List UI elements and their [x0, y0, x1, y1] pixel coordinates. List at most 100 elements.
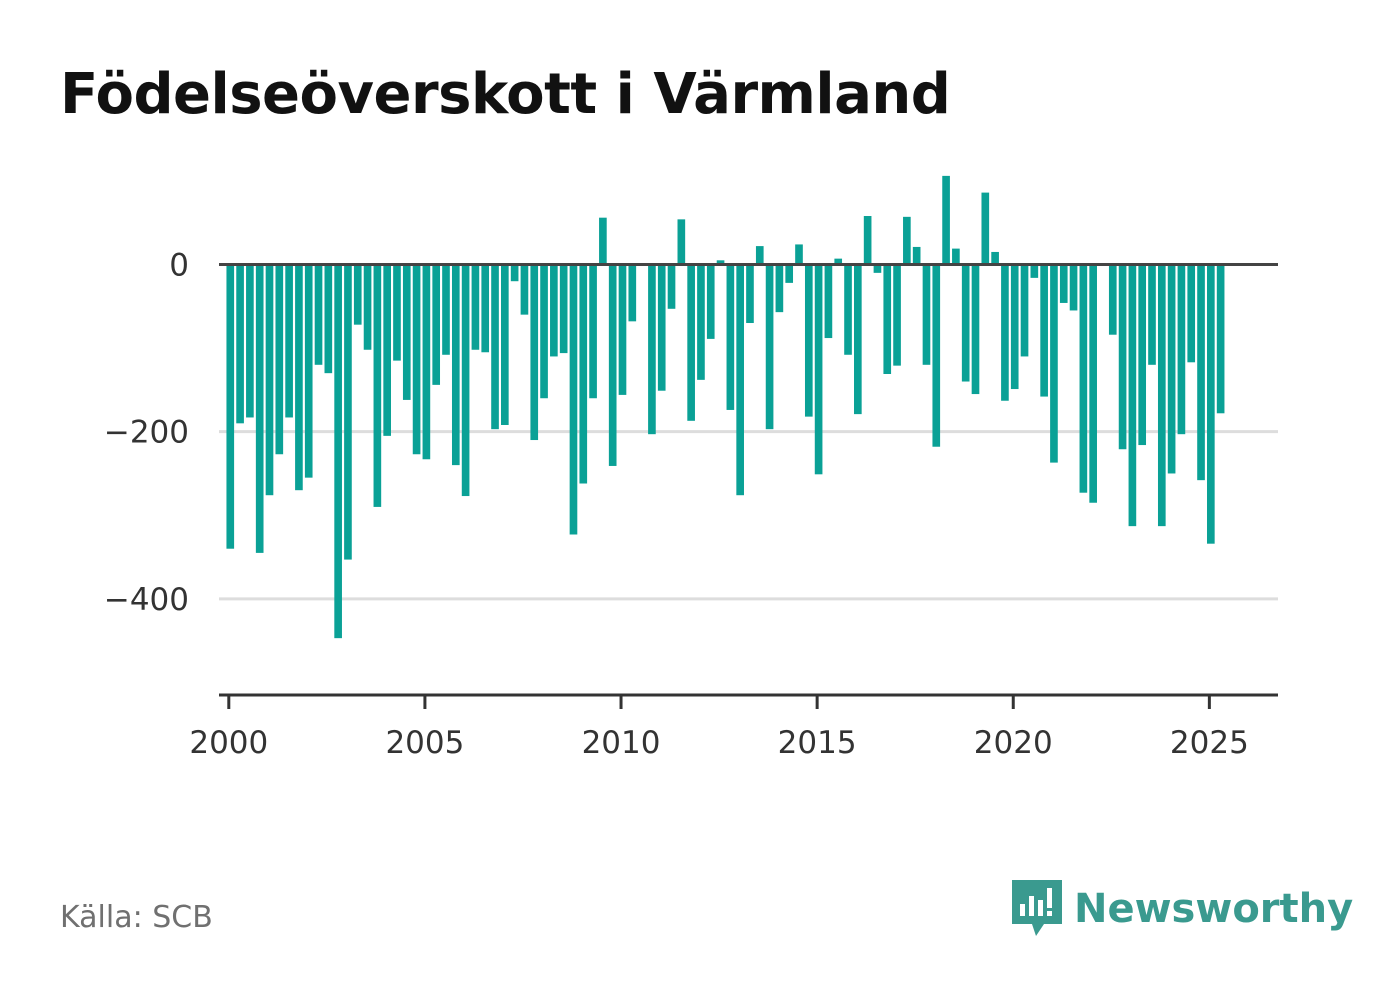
bar: [442, 264, 450, 355]
y-tick-label: −400: [104, 582, 189, 618]
bar: [677, 219, 686, 265]
bar: [314, 264, 323, 365]
tick-labels: 0 −200 −400 2000 2005 2010 2015 2020 2025: [104, 247, 1249, 761]
bar: [903, 216, 911, 265]
bar: [1216, 264, 1225, 414]
bar: [932, 264, 941, 447]
bar: [834, 258, 843, 265]
bar: [922, 264, 931, 365]
bar: [1020, 264, 1029, 357]
bar: [844, 264, 852, 355]
bar: [324, 264, 333, 374]
bar: [373, 264, 382, 507]
bar: [353, 264, 362, 325]
x-tick-label: 2025: [1170, 725, 1249, 761]
bar: [1157, 264, 1166, 527]
bar: [491, 264, 499, 430]
bar: [412, 264, 421, 455]
bar: [304, 264, 313, 478]
bar: [1040, 264, 1048, 397]
bar: [363, 264, 372, 350]
bar: [1108, 264, 1117, 335]
bar: [569, 264, 578, 535]
grid-lines: [219, 430, 1278, 601]
bar: [471, 264, 480, 350]
bar: [706, 264, 715, 339]
bar: [893, 264, 901, 366]
bar: [550, 264, 558, 357]
bar: [775, 264, 784, 313]
bar: [736, 264, 744, 496]
bar: [1167, 264, 1176, 474]
chart-title: Födelseöverskott i Värmland: [60, 62, 951, 127]
bar: [393, 264, 401, 361]
x-tick-label: 2000: [189, 725, 268, 761]
bar: [1197, 264, 1205, 481]
bar: [1069, 264, 1078, 311]
bar: [344, 264, 352, 560]
bar: [991, 251, 999, 265]
brand-logo: Newsworthy: [1010, 878, 1353, 940]
bar: [432, 264, 441, 385]
bar: [981, 192, 990, 265]
bar: [863, 216, 872, 265]
bar: [1079, 264, 1088, 493]
bar: [246, 264, 254, 418]
bar: [1050, 264, 1058, 463]
bar: [755, 246, 764, 265]
bar: [883, 264, 892, 374]
y-tick-label: 0: [169, 247, 189, 283]
bar: [854, 264, 862, 415]
newsworthy-logo-icon: [1012, 880, 1062, 936]
bar: [726, 264, 735, 410]
bar: [236, 264, 244, 424]
bar: [481, 264, 490, 353]
bar: [628, 264, 637, 322]
bar: [942, 175, 950, 265]
bar: [295, 264, 303, 491]
bar: [687, 264, 695, 421]
bar: [961, 264, 970, 382]
bar: [501, 264, 509, 425]
bar: [1177, 264, 1186, 435]
bar: [589, 264, 597, 399]
bar: [1148, 264, 1156, 365]
bar: [912, 246, 921, 265]
bar: [461, 264, 470, 497]
bar: [814, 264, 823, 475]
bar: [265, 264, 274, 496]
bar: [971, 264, 980, 395]
bars: [226, 175, 1225, 639]
bar: [1187, 264, 1196, 363]
bar: [275, 264, 284, 455]
bar: [795, 244, 803, 265]
bar: [1118, 264, 1127, 450]
source-label: Källa: SCB: [60, 900, 213, 935]
x-tick-label: 2005: [385, 725, 464, 761]
bar: [824, 264, 833, 339]
bar: [667, 264, 676, 309]
x-tick-label: 2015: [778, 725, 857, 761]
bar: [510, 264, 519, 282]
bar: [255, 264, 264, 553]
bar: [285, 264, 293, 418]
bar: [697, 264, 705, 380]
bar: [579, 264, 588, 484]
bar: [402, 264, 411, 400]
bar: [648, 264, 656, 435]
bar: [1128, 264, 1137, 527]
bar: [873, 264, 882, 273]
bar: [451, 264, 460, 466]
y-tick-label: −200: [104, 415, 189, 451]
bar: [520, 264, 529, 315]
bar: [530, 264, 539, 441]
bar: [1030, 264, 1039, 278]
bar: [334, 264, 342, 639]
bar: [657, 264, 666, 391]
x-tick-label: 2020: [974, 725, 1053, 761]
bar: [608, 264, 617, 466]
bar: [1001, 264, 1009, 401]
bar: [540, 264, 548, 399]
bar: [226, 264, 235, 549]
